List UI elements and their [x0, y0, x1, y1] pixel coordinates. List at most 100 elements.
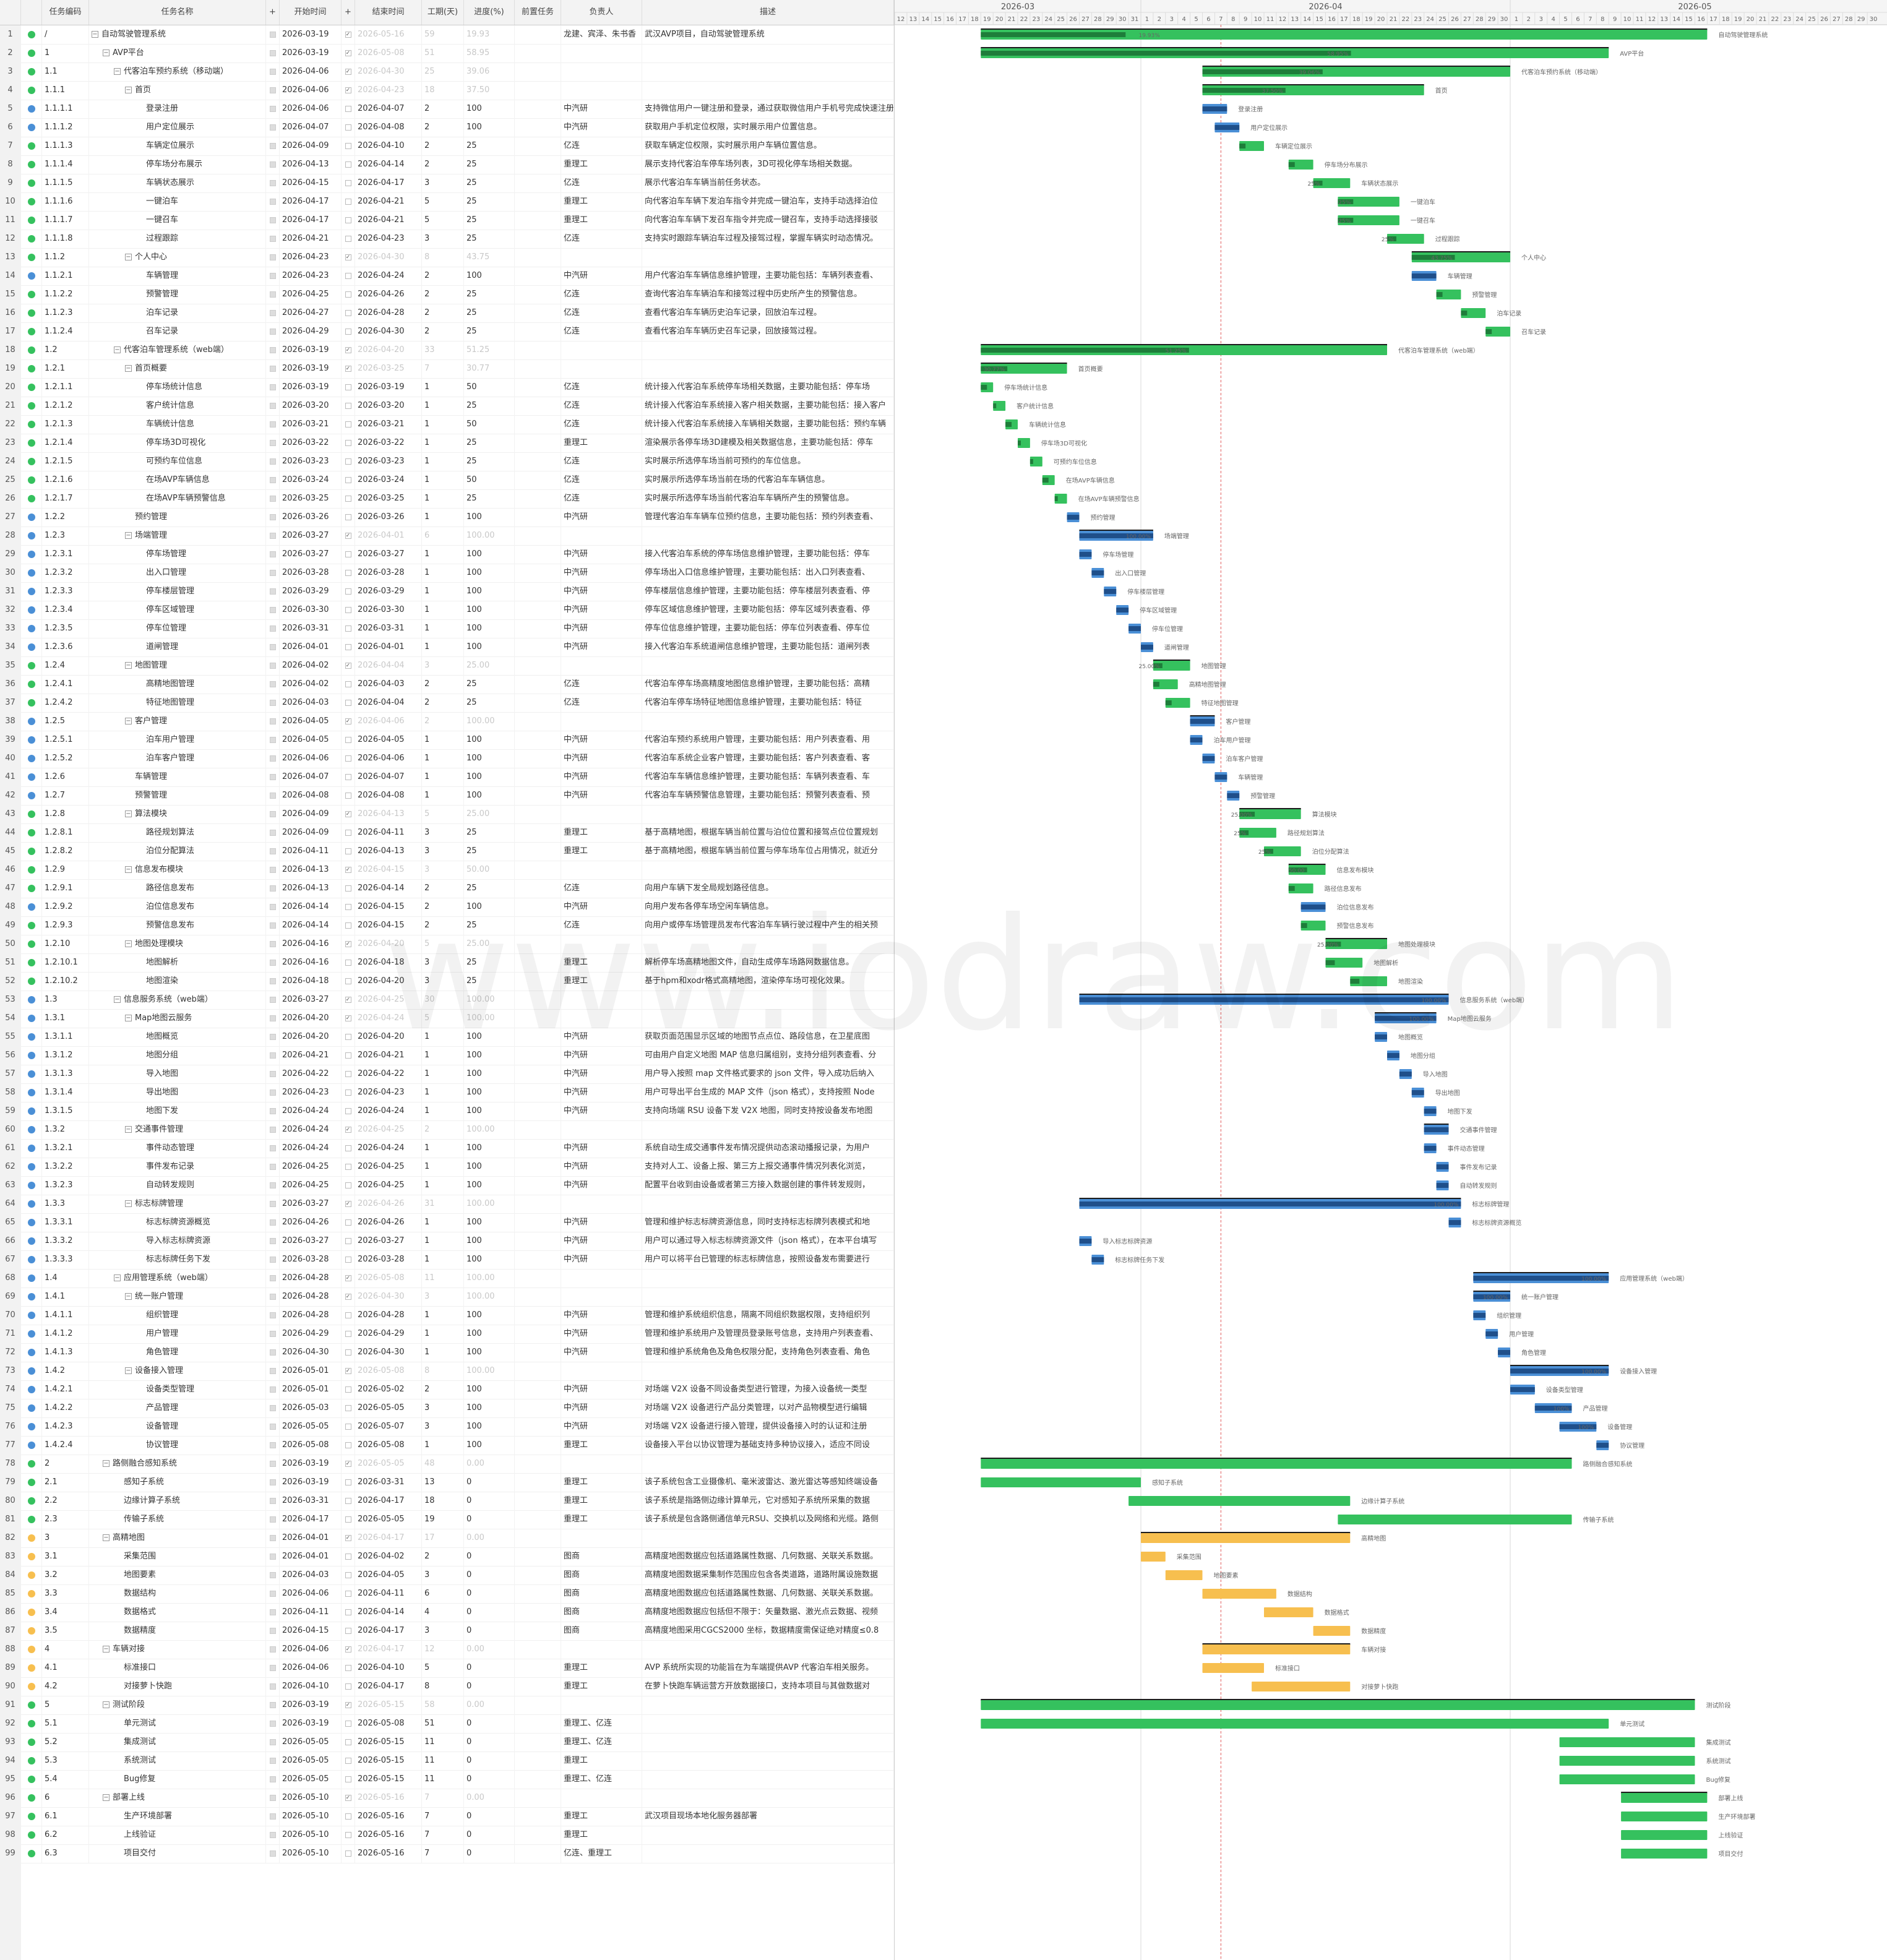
row-checkbox-cell[interactable]: ✓ [342, 1640, 355, 1659]
owner[interactable] [561, 991, 642, 1009]
description[interactable]: 查看代客泊车车辆历史召车记录，回放接驾过程。 [642, 322, 894, 341]
task-bar[interactable] [1202, 1644, 1351, 1654]
row-checkbox-cell[interactable]: ✓ [342, 25, 355, 44]
start-date[interactable]: 2026-03-27 [280, 991, 342, 1009]
start-date[interactable]: 2026-03-31 [280, 1492, 342, 1510]
task-code[interactable]: 1.4.2.2 [42, 1399, 89, 1417]
task-name[interactable]: 客户统计信息 [89, 397, 266, 415]
start-date[interactable]: 2026-04-03 [280, 1566, 342, 1584]
row-checkbox-cell[interactable]: ✓ [342, 1696, 355, 1714]
table-row[interactable]: 1/− 自动驾驶管理系统 2026-03-19 ✓ 2026-05-16 59 19.93 龙… [0, 25, 894, 45]
description[interactable]: 管理和维护系统角色及角色权限分配，支持角色列表查看、角色 [642, 1343, 894, 1362]
checkbox-icon[interactable] [345, 1442, 351, 1448]
predecessor[interactable] [515, 211, 561, 230]
collapse-toggle-icon[interactable]: − [103, 1701, 110, 1708]
task-name[interactable]: − Map地图云服务 [89, 1009, 266, 1028]
task-name[interactable]: 车辆管理 [89, 267, 266, 285]
progress[interactable]: 39.06 [464, 62, 515, 81]
owner[interactable]: 中汽研 [561, 564, 642, 582]
row-checkbox-cell[interactable] [342, 823, 355, 842]
task-code[interactable]: 1.2.3.6 [42, 638, 89, 656]
start-date[interactable]: 2026-05-10 [280, 1844, 342, 1863]
start-date[interactable]: 2026-03-19 [280, 378, 342, 397]
predecessor[interactable] [515, 1492, 561, 1510]
predecessor[interactable] [515, 1547, 561, 1566]
row-checkbox-cell[interactable] [342, 916, 355, 935]
task-bar[interactable] [1141, 1552, 1166, 1562]
predecessor[interactable] [515, 248, 561, 267]
duration[interactable]: 1 [422, 1046, 464, 1065]
end-date[interactable]: 2026-04-02 [355, 1547, 422, 1566]
row-checkbox-cell[interactable] [342, 879, 355, 898]
owner[interactable]: 中汽研 [561, 1380, 642, 1399]
predecessor[interactable] [515, 1603, 561, 1622]
predecessor[interactable] [515, 155, 561, 174]
progress[interactable]: 25.00 [464, 935, 515, 953]
task-code[interactable]: 1.1.1.1 [42, 100, 89, 118]
task-name[interactable]: − 代客泊车预约系统（移动端） [89, 62, 266, 81]
task-bar[interactable] [1436, 290, 1461, 299]
checkbox-icon[interactable] [345, 1033, 351, 1040]
progress[interactable]: 100 [464, 768, 515, 786]
table-row[interactable]: 78 2− 路侧融合感知系统 2026-03-19 ✓ 2026-05-05 48 0.00 [0, 1455, 894, 1474]
end-date[interactable]: 2026-04-08 [355, 786, 422, 805]
duration[interactable]: 5 [422, 935, 464, 953]
row-checkbox-cell[interactable] [342, 415, 355, 434]
task-name[interactable]: 地图概览 [89, 1028, 266, 1046]
duration[interactable]: 1 [422, 1176, 464, 1195]
description[interactable]: 解析停车场高精地图文件，自动生成停车场路网数据信息。 [642, 953, 894, 972]
task-code[interactable]: 1.2.3.5 [42, 619, 89, 638]
start-date[interactable]: 2026-04-24 [280, 1120, 342, 1139]
task-code[interactable]: 1.1.1.8 [42, 230, 89, 248]
task-code[interactable]: 1.3.1.2 [42, 1046, 89, 1065]
table-row[interactable]: 41 1.2.6 车辆管理 2026-04-07 2026-04-07 1 100 中汽研 代客… [0, 768, 894, 787]
predecessor[interactable] [515, 452, 561, 471]
duration[interactable]: 30 [422, 991, 464, 1009]
checkbox-icon[interactable]: ✓ [345, 1701, 351, 1708]
task-name[interactable]: 车辆管理 [89, 768, 266, 786]
start-date[interactable]: 2026-04-15 [280, 1622, 342, 1640]
end-date[interactable]: 2026-04-05 [355, 731, 422, 749]
row-checkbox-cell[interactable] [342, 1102, 355, 1120]
description[interactable]: 用户可导出平台生成的 MAP 文件（json 格式），支持按照 Node [642, 1083, 894, 1102]
checkbox-icon[interactable] [345, 773, 351, 780]
task-name[interactable]: 标志标牌资源概览 [89, 1213, 266, 1232]
duration[interactable]: 1 [422, 582, 464, 601]
progress[interactable]: 25 [464, 879, 515, 898]
task-code[interactable]: 5.1 [42, 1714, 89, 1733]
table-row[interactable]: 16 1.1.2.3 泊车记录 2026-04-27 2026-04-28 2 25 亿连 查看… [0, 304, 894, 323]
table-row[interactable]: 67 1.3.3.3 标志标牌任务下发 2026-03-28 2026-03-28 1 10… [0, 1250, 894, 1270]
task-name[interactable]: 设备类型管理 [89, 1380, 266, 1399]
task-code[interactable]: 2 [42, 1455, 89, 1473]
end-date[interactable]: 2026-03-25 [355, 489, 422, 508]
start-date[interactable]: 2026-05-05 [280, 1770, 342, 1789]
end-date[interactable]: 2026-04-17 [355, 1640, 422, 1659]
task-code[interactable]: 1.4.1.2 [42, 1325, 89, 1343]
progress[interactable]: 0 [464, 1473, 515, 1492]
task-code[interactable]: 1.3.1 [42, 1009, 89, 1028]
description[interactable] [642, 1826, 894, 1844]
duration[interactable]: 2 [422, 100, 464, 118]
task-code[interactable]: 1.4.1.3 [42, 1343, 89, 1362]
end-date[interactable]: 2026-04-11 [355, 823, 422, 842]
description[interactable]: 代客泊车系统企业客户管理，主要功能包括：客户列表查看、客 [642, 749, 894, 768]
owner[interactable] [561, 805, 642, 823]
task-code[interactable]: 3.1 [42, 1547, 89, 1566]
task-code[interactable]: 1.3.2.1 [42, 1139, 89, 1158]
table-row[interactable]: 71 1.4.1.2 用户管理 2026-04-29 2026-04-29 1 100 中汽研… [0, 1325, 894, 1344]
checkbox-icon[interactable] [345, 217, 351, 223]
checkbox-icon[interactable] [345, 959, 351, 966]
progress[interactable]: 25 [464, 916, 515, 935]
task-bar[interactable] [1338, 1515, 1572, 1524]
progress[interactable]: 0 [464, 1733, 515, 1752]
description[interactable]: 该子系统是包含路侧通信单元RSU、交换机以及网络和光缆。路侧 [642, 1510, 894, 1529]
duration[interactable]: 11 [422, 1770, 464, 1789]
end-date[interactable]: 2026-03-25 [355, 359, 422, 378]
row-checkbox-cell[interactable] [342, 1770, 355, 1789]
checkbox-icon[interactable]: ✓ [345, 1794, 351, 1801]
end-date[interactable]: 2026-05-16 [355, 1807, 422, 1826]
task-code[interactable]: 1.2.9.1 [42, 879, 89, 898]
task-name[interactable]: 召车记录 [89, 322, 266, 341]
owner[interactable] [561, 656, 642, 675]
row-checkbox-cell[interactable] [342, 1028, 355, 1046]
